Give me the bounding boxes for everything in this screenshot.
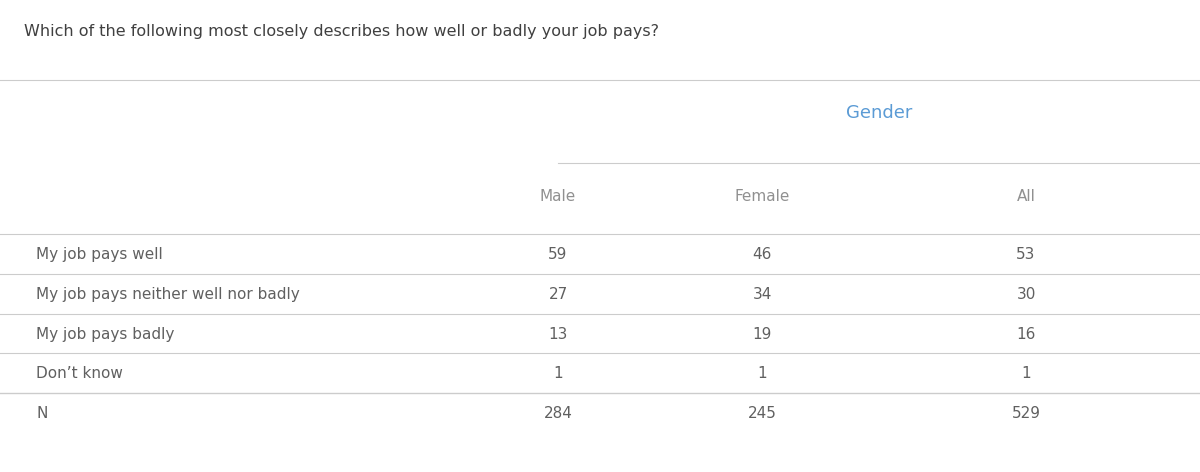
Text: 1: 1: [757, 366, 767, 381]
Text: My job pays well: My job pays well: [36, 247, 163, 262]
Text: 284: 284: [544, 406, 572, 421]
Text: Don’t know: Don’t know: [36, 366, 122, 381]
Text: Gender: Gender: [846, 104, 912, 122]
Text: 59: 59: [548, 247, 568, 262]
Text: Male: Male: [540, 189, 576, 204]
Text: My job pays badly: My job pays badly: [36, 327, 174, 342]
Text: Which of the following most closely describes how well or badly your job pays?: Which of the following most closely desc…: [24, 24, 659, 39]
Text: All: All: [1016, 189, 1036, 204]
Text: 34: 34: [752, 287, 772, 302]
Text: 53: 53: [1016, 247, 1036, 262]
Text: 30: 30: [1016, 287, 1036, 302]
Text: 1: 1: [553, 366, 563, 381]
Text: 13: 13: [548, 327, 568, 342]
Text: Female: Female: [734, 189, 790, 204]
Text: My job pays neither well nor badly: My job pays neither well nor badly: [36, 287, 300, 302]
Text: N: N: [36, 406, 47, 421]
Text: 19: 19: [752, 327, 772, 342]
Text: 16: 16: [1016, 327, 1036, 342]
Text: 529: 529: [1012, 406, 1040, 421]
Text: 46: 46: [752, 247, 772, 262]
Text: 27: 27: [548, 287, 568, 302]
Text: 1: 1: [1021, 366, 1031, 381]
Text: 245: 245: [748, 406, 776, 421]
